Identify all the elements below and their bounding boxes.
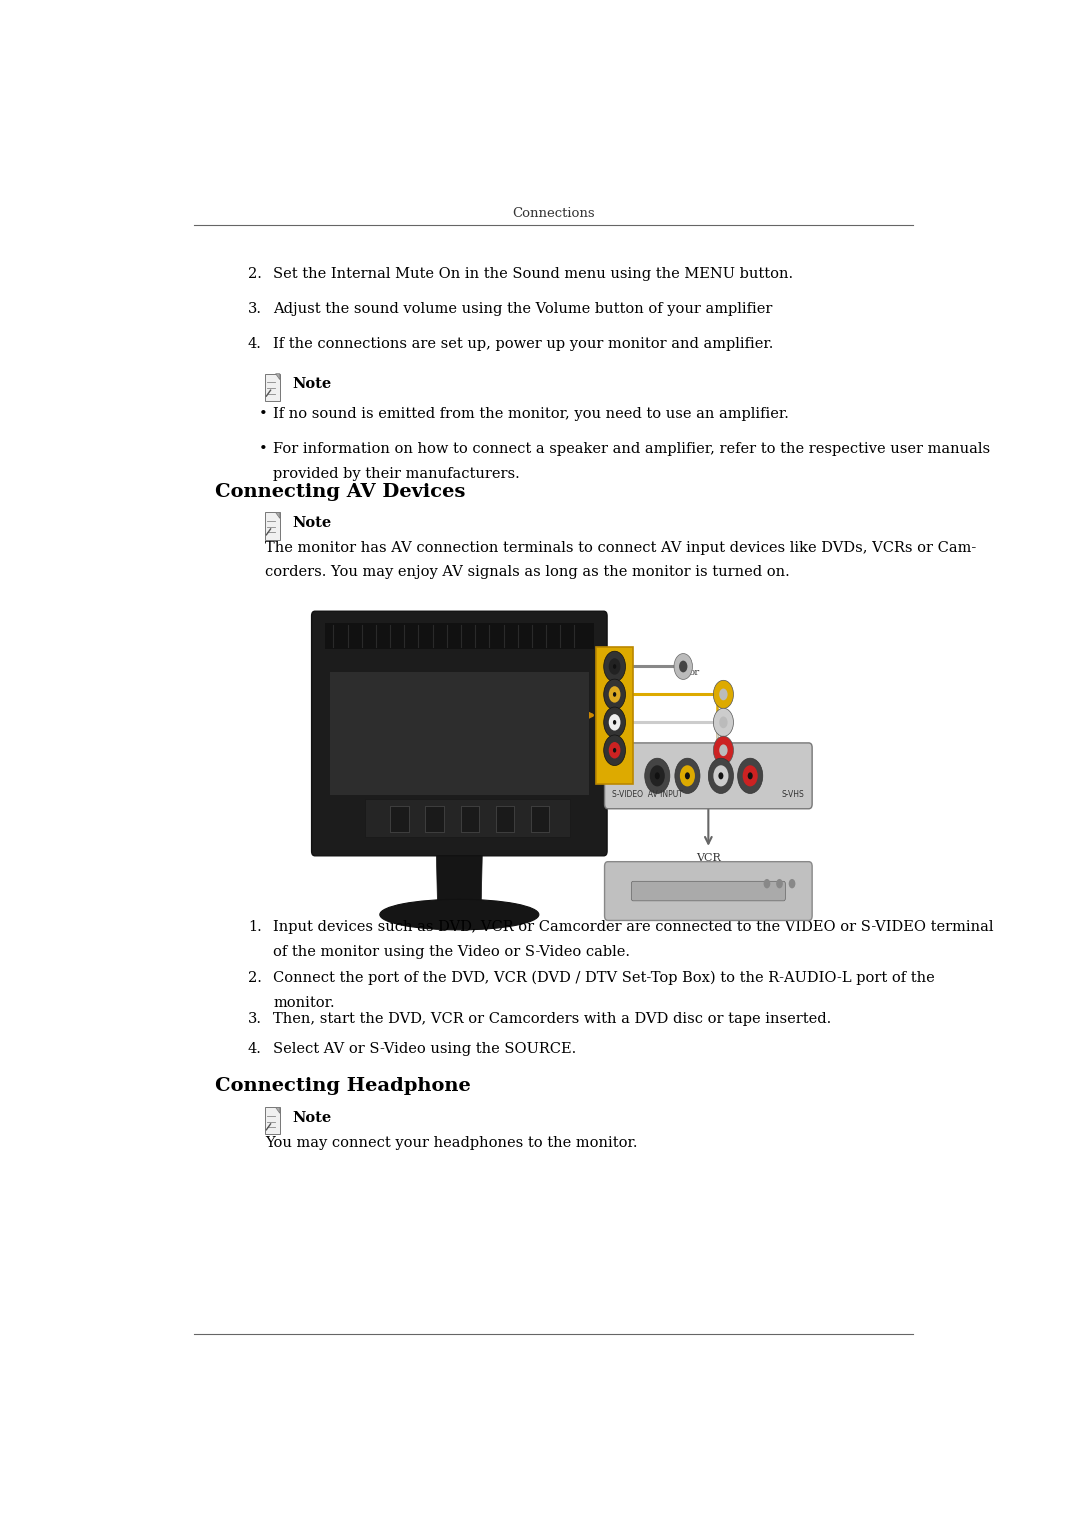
FancyBboxPatch shape	[596, 646, 633, 783]
Text: Note: Note	[293, 377, 332, 391]
Circle shape	[708, 759, 733, 794]
Text: Note: Note	[293, 516, 332, 530]
Circle shape	[679, 661, 687, 672]
Text: 3.: 3.	[248, 302, 262, 316]
Bar	[325, 623, 594, 649]
Polygon shape	[275, 513, 280, 518]
Text: 2.: 2.	[248, 267, 261, 281]
Text: provided by their manufacturers.: provided by their manufacturers.	[273, 467, 519, 481]
Circle shape	[604, 734, 625, 765]
FancyBboxPatch shape	[265, 513, 280, 539]
Polygon shape	[436, 851, 483, 907]
Circle shape	[743, 765, 758, 786]
Text: S-VIDEO  AV INPUT: S-VIDEO AV INPUT	[612, 791, 683, 799]
Text: Adjust the sound volume using the Volume button of your amplifier: Adjust the sound volume using the Volume…	[273, 302, 772, 316]
Polygon shape	[275, 1107, 280, 1113]
Circle shape	[738, 759, 762, 794]
Circle shape	[613, 664, 617, 669]
Text: Connecting Headphone: Connecting Headphone	[215, 1077, 470, 1095]
Circle shape	[613, 721, 617, 725]
Text: •: •	[259, 406, 268, 420]
Circle shape	[645, 759, 670, 794]
Text: Input devices such as DVD, VCR or Camcorder are connected to the VIDEO or S-VIDE: Input devices such as DVD, VCR or Camcor…	[273, 921, 994, 935]
Text: 4.: 4.	[248, 1041, 261, 1055]
Ellipse shape	[380, 899, 539, 930]
Circle shape	[719, 716, 728, 728]
Text: or: or	[688, 667, 700, 676]
Text: Connect the port of the DVD, VCR (DVD / DTV Set-Top Box) to the R-AUDIO-L port o: Connect the port of the DVD, VCR (DVD / …	[273, 971, 935, 985]
Circle shape	[650, 765, 665, 786]
FancyBboxPatch shape	[605, 744, 812, 809]
Text: You may connect your headphones to the monitor.: You may connect your headphones to the m…	[265, 1136, 637, 1150]
Bar	[365, 799, 570, 837]
FancyBboxPatch shape	[312, 611, 607, 855]
Circle shape	[719, 744, 728, 756]
Circle shape	[609, 742, 620, 759]
Bar	[390, 806, 408, 832]
Bar	[330, 672, 589, 794]
Circle shape	[613, 748, 617, 753]
Text: •: •	[259, 441, 268, 457]
Circle shape	[604, 680, 625, 710]
Text: If no sound is emitted from the monitor, you need to use an amplifier.: If no sound is emitted from the monitor,…	[273, 406, 789, 420]
Bar	[426, 806, 444, 832]
Text: If the connections are set up, power up your monitor and amplifier.: If the connections are set up, power up …	[273, 337, 773, 351]
Circle shape	[714, 765, 728, 786]
Bar	[496, 806, 514, 832]
Circle shape	[714, 736, 733, 765]
Text: Then, start the DVD, VCR or Camcorders with a DVD disc or tape inserted.: Then, start the DVD, VCR or Camcorders w…	[273, 1012, 832, 1026]
Text: of the monitor using the Video or S-Video cable.: of the monitor using the Video or S-Vide…	[273, 945, 630, 959]
Circle shape	[747, 773, 753, 779]
Text: Select AV or S-Video using the SOURCE.: Select AV or S-Video using the SOURCE.	[273, 1041, 577, 1055]
Text: VCR: VCR	[696, 854, 720, 863]
FancyBboxPatch shape	[265, 1107, 280, 1135]
Circle shape	[718, 773, 724, 779]
Circle shape	[685, 773, 690, 779]
Text: monitor.: monitor.	[273, 996, 335, 1009]
Bar	[460, 806, 480, 832]
Text: Connecting AV Devices: Connecting AV Devices	[215, 483, 464, 501]
Polygon shape	[275, 374, 280, 380]
Text: 2.: 2.	[248, 971, 261, 985]
Circle shape	[680, 765, 694, 786]
Text: 4.: 4.	[248, 337, 261, 351]
Circle shape	[788, 880, 795, 889]
Text: Set the Internal Mute On in the Sound menu using the MENU button.: Set the Internal Mute On in the Sound me…	[273, 267, 793, 281]
Text: S-VHS: S-VHS	[782, 791, 805, 799]
Circle shape	[604, 707, 625, 738]
Text: 1.: 1.	[248, 921, 261, 935]
Bar	[531, 806, 550, 832]
Circle shape	[609, 658, 620, 675]
Circle shape	[654, 773, 660, 779]
FancyBboxPatch shape	[265, 374, 280, 400]
FancyBboxPatch shape	[605, 861, 812, 921]
Text: corders. You may enjoy AV signals as long as the monitor is turned on.: corders. You may enjoy AV signals as lon…	[265, 565, 789, 579]
Circle shape	[777, 880, 783, 889]
Circle shape	[604, 651, 625, 681]
Circle shape	[675, 759, 700, 794]
Circle shape	[719, 689, 728, 701]
Text: The monitor has AV connection terminals to connect AV input devices like DVDs, V: The monitor has AV connection terminals …	[265, 541, 976, 554]
Text: Note: Note	[293, 1112, 332, 1125]
Circle shape	[613, 692, 617, 696]
Text: For information on how to connect a speaker and amplifier, refer to the respecti: For information on how to connect a spea…	[273, 441, 990, 457]
Circle shape	[609, 715, 620, 730]
Text: 3.: 3.	[248, 1012, 262, 1026]
Circle shape	[714, 681, 733, 709]
Circle shape	[674, 654, 692, 680]
Circle shape	[764, 880, 770, 889]
Circle shape	[609, 686, 620, 702]
FancyBboxPatch shape	[632, 881, 785, 901]
Circle shape	[714, 709, 733, 736]
Text: Connections: Connections	[512, 208, 595, 220]
